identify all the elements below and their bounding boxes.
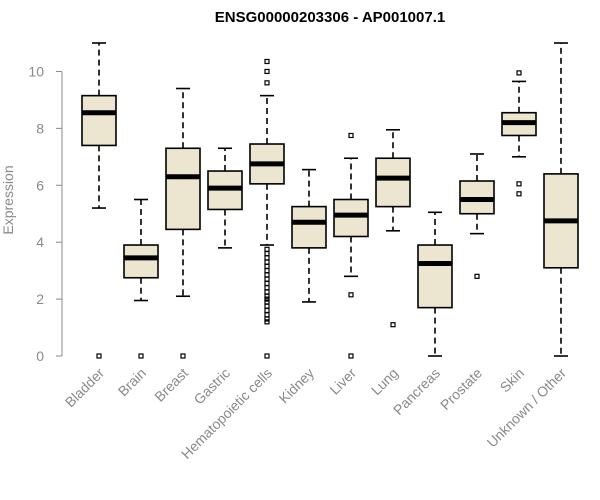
outlier-point — [264, 250, 270, 257]
box-group-prostate — [459, 153, 495, 279]
outlier-point — [348, 353, 354, 359]
outlier-point — [474, 273, 480, 279]
outlier-point — [264, 296, 270, 302]
outlier-point — [264, 303, 270, 309]
outlier-point — [264, 319, 270, 325]
outlier-point — [264, 299, 270, 305]
box-iqr — [123, 244, 159, 279]
outlier-point — [264, 280, 270, 287]
outlier-point — [516, 181, 522, 187]
y-tick-label: 6 — [36, 177, 44, 193]
outlier-point — [264, 259, 270, 265]
y-tick-label: 0 — [36, 348, 44, 364]
outlier-point — [264, 80, 270, 86]
outlier-point — [348, 292, 354, 298]
outlier-point — [264, 58, 270, 65]
x-tick-label: Lung — [368, 365, 401, 398]
x-tick-label: Bladder — [62, 365, 108, 411]
x-tick-label: Liver — [326, 365, 359, 398]
box-iqr — [165, 147, 201, 231]
outlier-point — [390, 322, 396, 328]
x-tick-label: Prostate — [437, 365, 485, 413]
x-tick-label: Brain — [115, 365, 149, 399]
box-group-kidney — [291, 168, 327, 303]
box-group-skin — [501, 70, 537, 197]
box-iqr — [333, 198, 369, 238]
outlier-point — [264, 263, 270, 269]
outlier-point — [264, 246, 270, 252]
outlier-point — [264, 307, 270, 314]
box-group-bladder — [81, 42, 117, 359]
outlier-point — [264, 353, 270, 359]
x-tick-label: Pancreas — [390, 365, 443, 418]
box-group-gastric — [207, 147, 243, 249]
x-tick-label: Breast — [151, 365, 191, 405]
outlier-point — [264, 272, 270, 278]
box-group-liver — [333, 132, 369, 359]
box-group-brain — [123, 198, 159, 359]
outlier-point — [264, 68, 270, 75]
y-axis-label: Expression — [0, 165, 16, 234]
outlier-point — [138, 353, 144, 359]
box-group-pancreas — [417, 211, 453, 357]
y-tick-label: 4 — [36, 234, 44, 250]
box-group-unknown-other — [543, 42, 579, 357]
outlier-point — [180, 353, 186, 359]
box-iqr — [417, 244, 453, 309]
outlier-point — [264, 285, 270, 291]
x-tick-label: Unknown / Other — [484, 365, 570, 451]
y-tick-label: 8 — [36, 120, 44, 136]
box-group-breast — [165, 87, 201, 359]
box-group-hematopoietic-cells — [249, 58, 285, 359]
outlier-point — [96, 353, 102, 359]
box-iqr — [291, 205, 327, 249]
y-tick-label: 2 — [36, 291, 44, 307]
outlier-point — [264, 268, 270, 274]
y-tick-label: 10 — [28, 63, 44, 79]
y-axis: 0 2 4 6 8 10 — [28, 63, 63, 364]
x-tick-label: Kidney — [276, 365, 318, 407]
outlier-point — [264, 312, 270, 318]
chart-title: ENSG00000203306 - AP001007.1 — [215, 9, 445, 26]
outlier-point — [264, 255, 270, 261]
outlier-point — [264, 289, 270, 295]
outlier-point — [516, 70, 522, 76]
outlier-point — [264, 276, 270, 282]
outlier-point — [516, 191, 522, 197]
box-iqr — [375, 157, 411, 208]
outlier-point — [348, 132, 354, 139]
box-group-lung — [375, 128, 411, 328]
box-iqr — [81, 94, 117, 147]
x-tick-label: Skin — [497, 365, 528, 396]
plot-area — [81, 42, 579, 359]
